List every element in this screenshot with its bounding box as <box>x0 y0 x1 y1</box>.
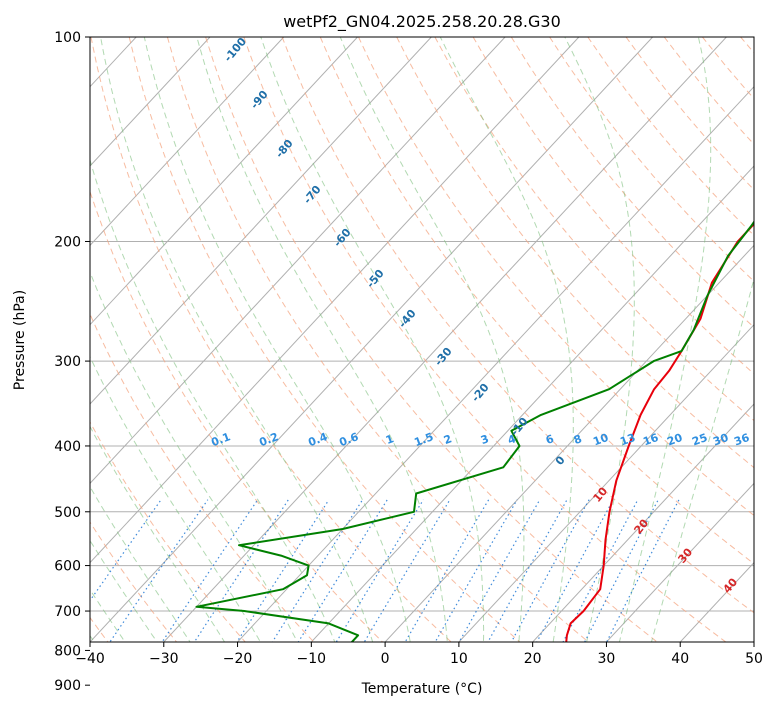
x-axis-label: Temperature (°C) <box>361 681 483 697</box>
y-tick-label: 200 <box>54 234 81 250</box>
dry-adiabat-line <box>205 37 659 642</box>
mixing-ratio-label: 36 <box>732 431 751 449</box>
x-tick-label: −20 <box>223 651 253 667</box>
moist-adiabat-line <box>90 158 336 642</box>
mixing-ratio-label: 0.2 <box>257 430 280 449</box>
mixing-ratio-label: 10 <box>591 431 610 449</box>
y-tick-label: 100 <box>54 30 81 46</box>
mixing-ratio-label: 8 <box>572 432 584 447</box>
mixing-ratio-line <box>193 499 289 642</box>
series-lines <box>195 220 754 642</box>
mixing-ratio-line <box>90 499 162 602</box>
dry-adiabat-line <box>396 37 754 469</box>
moist-adiabat-line <box>618 37 712 642</box>
y-tick-label: 600 <box>54 559 81 575</box>
isotherm-line <box>90 37 580 564</box>
moist-adiabat-line <box>90 270 298 642</box>
isotherm-line <box>90 37 358 326</box>
temperature-line <box>565 222 754 642</box>
x-tick-label: 20 <box>524 651 542 667</box>
mixing-ratio-label: 1 <box>384 432 396 447</box>
mixing-ratio-label: 1.5 <box>412 430 435 449</box>
mixing-ratio-label: 3 <box>479 432 491 447</box>
mixing-ratio-label: 2 <box>442 432 454 447</box>
dry-adiabat-line <box>90 312 315 642</box>
mixing-ratio-line <box>606 499 680 642</box>
isotherm-line <box>0 37 62 708</box>
x-tick-label: 0 <box>381 651 390 667</box>
dry-adiabat-line <box>128 37 521 642</box>
y-tick-label: 400 <box>54 439 81 455</box>
moist-adiabat-line <box>90 355 261 642</box>
isotherm-line <box>310 165 754 642</box>
isotherm-line <box>90 37 654 642</box>
mixing-ratio-label: 0.6 <box>337 430 360 449</box>
plot-area <box>90 37 754 642</box>
mixing-ratio-label: 13 <box>618 431 637 448</box>
dry-adiabat-line <box>166 37 590 642</box>
y-tick-label: 300 <box>54 354 81 370</box>
isotherm-line <box>90 37 506 485</box>
x-tick-label: 30 <box>598 651 616 667</box>
moist-adiabat-line <box>196 37 448 642</box>
mixing-ratio-label: 20 <box>665 431 684 449</box>
plot-frame <box>89 36 755 643</box>
chart-title: wetPf2_GN04.2025.258.20.28.G30 <box>283 12 561 32</box>
y-tick-label: 900 <box>54 678 81 694</box>
isotherm-line <box>163 37 727 642</box>
dry-adiabat-line <box>243 37 727 642</box>
y-tick-label: 800 <box>54 643 81 659</box>
dry-adiabat-line <box>510 37 754 329</box>
mixing-ratio-line <box>458 499 541 642</box>
x-tick-label: 10 <box>450 651 468 667</box>
x-axis: −40 −30 −20 −10 0 10 20 30 40 50 <box>75 642 763 667</box>
dry-adiabat-line <box>90 190 384 642</box>
isotherm-line <box>90 37 211 167</box>
moist-adiabat-line <box>143 37 411 642</box>
dry-adiabat-line <box>319 37 754 565</box>
y-axis: 1002003004005006007008009001000 <box>54 30 90 694</box>
mixing-ratio-label: 25 <box>690 431 709 448</box>
dry-adiabat-line <box>281 37 754 614</box>
mixing-ratio-line <box>109 499 209 642</box>
mixing-ratio-label: 4 <box>506 432 518 447</box>
moist-adiabat-line <box>650 276 754 642</box>
isotherm-line <box>531 403 754 642</box>
x-tick-label: 50 <box>745 651 763 667</box>
mixing-ratio-line <box>363 499 451 642</box>
x-tick-label: −40 <box>75 651 105 667</box>
isotherm-line <box>384 244 754 642</box>
mixing-ratio-label: 6 <box>544 432 556 447</box>
isotherm-line <box>679 561 754 642</box>
x-tick-label: 40 <box>671 651 689 667</box>
isotherm-line <box>90 37 285 247</box>
mixing-ratio-label: 16 <box>641 431 660 449</box>
mixing-ratio-line <box>562 499 639 642</box>
y-axis-label: Pressure (hPa) <box>12 290 28 390</box>
x-tick-label: −10 <box>297 651 327 667</box>
x-tick-label: −30 <box>149 651 179 667</box>
moist-adiabat-line <box>100 37 374 642</box>
isotherm-line <box>605 482 754 642</box>
isotherm-line <box>458 323 754 642</box>
dry-adiabat-line <box>90 37 452 642</box>
isotherm-line <box>90 37 432 405</box>
y-tick-label: 700 <box>54 604 81 620</box>
mixing-ratio-line <box>584 499 659 642</box>
mixing-ratio-label: 30 <box>711 431 730 449</box>
mixing-ratio-label: 0.1 <box>209 430 232 449</box>
mixing-ratio-line <box>335 499 424 642</box>
mixing-ratio-label: 0.4 <box>306 430 329 449</box>
dewpoint-line <box>195 220 754 642</box>
y-tick-label: 500 <box>54 505 81 521</box>
dry-adiabat-line <box>90 521 178 642</box>
isotherm-line <box>236 85 754 642</box>
